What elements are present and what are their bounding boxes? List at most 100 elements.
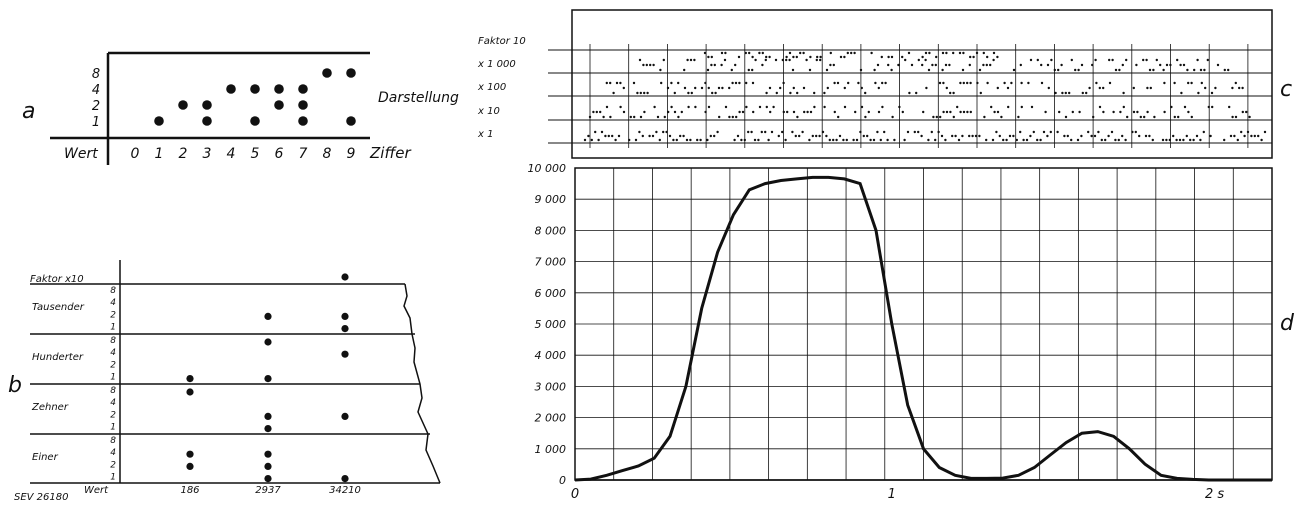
panel-c-dot: [1029, 134, 1032, 138]
panel-c-dot: [934, 63, 937, 67]
panel-c-dot: [1017, 115, 1020, 119]
panel-c-dot: [1057, 68, 1060, 72]
panel-c-dot: [966, 81, 969, 85]
panel-c-dot: [733, 138, 736, 142]
panel-c-dot: [968, 134, 971, 138]
panel-c-dot: [639, 91, 642, 95]
panel-c-dot: [1248, 115, 1251, 119]
panel-b-dot-col2-g3-w1: [341, 475, 349, 483]
panel-c-dot: [619, 81, 622, 85]
panel-b-weight-3-1: 1: [110, 473, 116, 483]
panel-c-dot: [829, 51, 832, 55]
panel-c-dot: [1097, 130, 1100, 134]
panel-a-dot-digit-3-w1: [202, 116, 212, 126]
panel-c-dot: [972, 55, 975, 59]
panel-c-dot: [1260, 138, 1263, 142]
panel-c-dot: [1025, 138, 1029, 142]
panel-c-dot: [594, 130, 597, 134]
panel-c-dot: [1074, 68, 1077, 72]
panel-a-digit-3: 3: [203, 146, 212, 162]
panel-a-dot-digit-8-w8: [322, 68, 332, 78]
panel-c-dot: [948, 63, 951, 67]
panel-c-dot: [956, 105, 959, 109]
panel-c-dot: [602, 115, 605, 119]
panel-a-digit-4: 4: [227, 146, 236, 162]
panel-c-dot: [686, 58, 689, 62]
panel-c-dot: [717, 86, 721, 90]
panel-c-dot: [656, 115, 660, 119]
panel-c-dot: [836, 81, 840, 85]
panel-c-dot: [754, 58, 757, 62]
panel-c-dot: [1195, 134, 1199, 138]
panel-c-dot: [720, 63, 723, 67]
panel-c-dot: [1098, 105, 1102, 109]
panel-d-ytick: 7 000: [535, 256, 567, 269]
panel-c-dot: [777, 134, 780, 138]
panel-c-dot: [873, 68, 876, 72]
panel-c-dot: [723, 58, 727, 62]
panel-c-dot: [945, 51, 948, 55]
panel-c-dot: [611, 134, 614, 138]
panel-c-dot: [718, 115, 721, 119]
panel-d-grid: [574, 167, 1273, 481]
panel-c-dot: [752, 110, 755, 114]
panel-c-dot: [823, 91, 826, 95]
panel-c-dot: [792, 55, 795, 59]
panel-b-dot-col2-g0-w2: [341, 312, 349, 320]
panel-b-dot-col2-g2-w2: [341, 412, 349, 420]
panel-c-dot: [660, 81, 663, 85]
panel-c-dots: [583, 51, 1267, 142]
panel-c-dot: [854, 110, 857, 114]
panel-c-dot: [748, 51, 751, 55]
panel-c-dot: [622, 110, 626, 114]
panel-c-dot: [1231, 86, 1234, 90]
panel-a-dot-digit-7-w2: [298, 100, 308, 110]
panel-c-dot: [1125, 58, 1128, 62]
panel-b-value-186: 186: [180, 485, 199, 496]
panel-c-dot: [649, 63, 652, 67]
panel-c-dot: [612, 91, 615, 95]
panel-a-weight-4: 4: [92, 83, 100, 98]
panel-c-dot: [757, 138, 760, 142]
panel-c-dot: [683, 86, 687, 90]
panel-b-dot-col0-g3-w2: [186, 462, 194, 470]
panel-c-dot: [614, 138, 617, 142]
panel-c-dot: [1056, 130, 1059, 134]
panel-c-frame: [571, 9, 1273, 159]
panel-c-dot: [636, 91, 639, 95]
panel-b-dot-col2-g1-w4: [341, 350, 349, 358]
panel-c-dot: [1176, 58, 1179, 62]
panel-a-dot-digit-9-w1: [346, 116, 356, 126]
panel-c-label: c: [1280, 77, 1292, 102]
panel-c-dot: [927, 68, 931, 72]
panel-c-dot: [673, 110, 677, 114]
panel-c-dot: [791, 130, 794, 134]
panel-c-dot: [795, 55, 798, 59]
panel-c-dot: [710, 55, 713, 59]
panel-c-dot: [930, 130, 933, 134]
panel-c-dot: [1054, 91, 1057, 95]
panel-c-dot: [796, 115, 799, 119]
panel-c-dot: [1122, 105, 1126, 109]
panel-c-dot: [791, 68, 795, 72]
panel-c-dot: [938, 81, 942, 85]
panel-c-dot: [590, 138, 593, 142]
panel-c-dot: [779, 86, 782, 90]
panel-c-dot: [639, 115, 643, 119]
panel-c-dot: [985, 63, 988, 67]
panel-b-value-2937: 2937: [255, 485, 281, 496]
panel-c-dot: [775, 91, 778, 95]
panel-c-dot: [716, 130, 719, 134]
panel-c-dot: [662, 58, 665, 62]
panel-c-dot: [839, 55, 843, 59]
panel-c-dot: [1046, 63, 1050, 67]
panel-b-dot-col1-g2-w2: [264, 412, 272, 420]
panel-c-dot: [1110, 130, 1114, 134]
panel-c-dot: [808, 138, 811, 142]
panel-c-dot: [687, 91, 690, 95]
panel-c-dot: [645, 63, 648, 67]
panel-b-group-zehner: Zehner: [31, 402, 69, 413]
panel-c-dot: [818, 134, 821, 138]
panel-c-dot: [877, 86, 880, 90]
panel-c-dot: [887, 63, 890, 67]
